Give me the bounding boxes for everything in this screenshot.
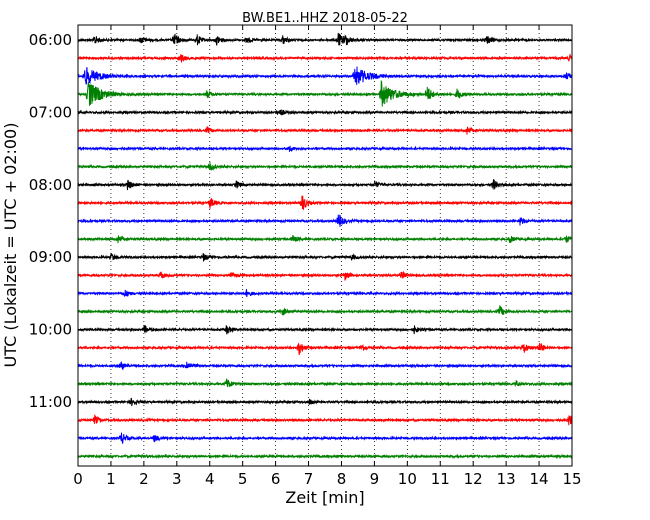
trace-0900 bbox=[77, 252, 573, 262]
x-tick-label: 7 bbox=[304, 470, 314, 488]
x-tick-label: 8 bbox=[337, 470, 347, 488]
x-tick-label: 15 bbox=[562, 470, 581, 488]
trace-series bbox=[77, 32, 573, 460]
trace-0700 bbox=[77, 109, 573, 116]
trace-1015 bbox=[77, 342, 573, 356]
x-tick-label: 11 bbox=[431, 470, 450, 488]
trace-0600 bbox=[77, 32, 573, 46]
y-tick-label: 10:00 bbox=[29, 321, 72, 339]
trace-0745 bbox=[77, 162, 573, 172]
trace-1100 bbox=[77, 397, 573, 407]
y-tick-label: 06:00 bbox=[29, 31, 72, 49]
trace-0815 bbox=[77, 195, 573, 210]
x-tick-label: 0 bbox=[73, 470, 83, 488]
x-tick-label: 13 bbox=[497, 470, 516, 488]
x-tick-label: 10 bbox=[398, 470, 417, 488]
y-tick-label: 07:00 bbox=[29, 103, 72, 121]
y-axis-label: UTC (Lokalzeit = UTC + 02:00) bbox=[1, 123, 20, 368]
y-tick-label: 09:00 bbox=[29, 248, 72, 266]
x-tick-label: 2 bbox=[139, 470, 149, 488]
x-tick-label: 4 bbox=[205, 470, 215, 488]
trace-0645 bbox=[77, 79, 573, 107]
trace-1000 bbox=[77, 324, 573, 335]
y-tick-label: 11:00 bbox=[29, 393, 72, 411]
trace-1130 bbox=[77, 432, 573, 444]
trace-1145 bbox=[77, 453, 573, 460]
trace-0845 bbox=[77, 234, 573, 244]
x-tick-label: 9 bbox=[370, 470, 380, 488]
trace-0615 bbox=[77, 53, 573, 63]
x-tick-label: 5 bbox=[238, 470, 248, 488]
trace-0630 bbox=[77, 66, 573, 85]
x-tick-label: 14 bbox=[530, 470, 549, 488]
trace-0930 bbox=[77, 289, 573, 298]
x-axis-label: Zeit [min] bbox=[285, 488, 364, 507]
chart-title: BW.BE1..HHZ 2018-05-22 bbox=[242, 11, 408, 26]
trace-0715 bbox=[77, 126, 573, 135]
x-tick-label: 1 bbox=[106, 470, 116, 488]
trace-0830 bbox=[77, 214, 573, 227]
axis-ticks: 0 1 2 3 4 5 6 7 8 9 10 11 12 13 14 1506:0007:0008:0009:… bbox=[29, 25, 582, 488]
y-tick-label: 08:00 bbox=[29, 176, 72, 194]
x-tick-label: 3 bbox=[172, 470, 182, 488]
grid-lines bbox=[110, 25, 540, 466]
trace-0730 bbox=[77, 145, 573, 152]
trace-0800 bbox=[77, 179, 573, 191]
trace-1115 bbox=[77, 414, 573, 426]
trace-1030 bbox=[77, 361, 573, 371]
x-tick-label: 12 bbox=[464, 470, 483, 488]
trace-0945 bbox=[77, 305, 573, 316]
x-tick-label: 6 bbox=[271, 470, 281, 488]
trace-0915 bbox=[77, 270, 573, 281]
plot-frame bbox=[77, 24, 573, 467]
trace-1045 bbox=[77, 378, 573, 388]
